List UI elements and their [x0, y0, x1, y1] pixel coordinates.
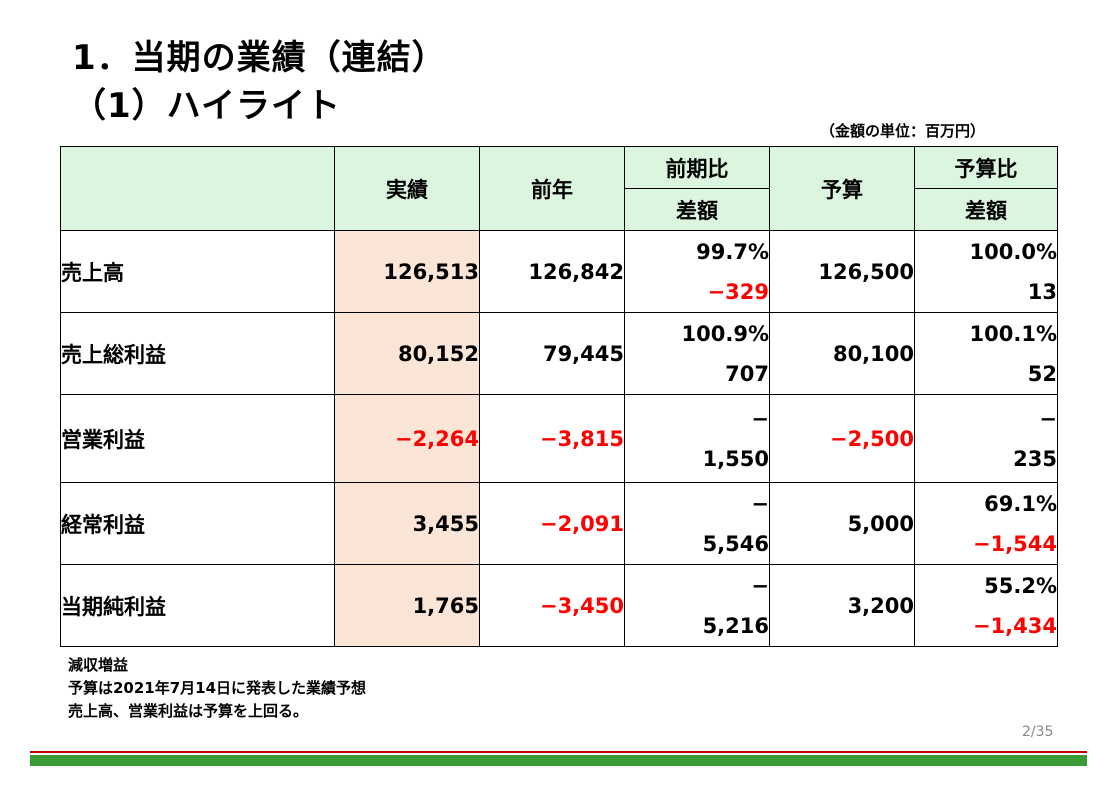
cell-yoy: 99.7% −329: [624, 230, 770, 313]
cell-budget: 5,000: [769, 482, 915, 565]
note-line: 減収増益: [68, 656, 129, 674]
header-actual: 実績: [334, 146, 480, 231]
cell-yoy-pct: −: [751, 573, 769, 598]
header-vs-budget: 予算比: [914, 146, 1058, 189]
cell-yoy: − 5,216: [624, 564, 770, 647]
row-label: 当期純利益: [60, 564, 335, 647]
header-yoy: 前期比: [624, 146, 770, 189]
cell-yoy: 100.9% 707: [624, 312, 770, 395]
header-prior: 前年: [479, 146, 625, 231]
cell-actual: 1,765: [334, 564, 480, 647]
row-label: 売上総利益: [60, 312, 335, 395]
cell-yoy-diff: 707: [725, 361, 769, 386]
page-title: 1．当期の業績（連結）: [72, 38, 447, 78]
cell-yoy-pct: −: [751, 406, 769, 431]
cell-budget: 80,100: [769, 312, 915, 395]
cell-actual: 126,513: [334, 230, 480, 313]
note-line: 売上高、営業利益は予算を上回る。: [68, 702, 309, 720]
header-yoy-diff: 差額: [624, 188, 770, 231]
unit-note: （金額の単位：百万円）: [820, 122, 986, 140]
cell-actual: 80,152: [334, 312, 480, 395]
table-row: 営業利益 −2,264 −3,815−1,550 −2,500−235: [60, 394, 1058, 483]
cell-budget: 3,200: [769, 564, 915, 647]
cell-actual: −2,264: [334, 394, 480, 483]
table-row: 売上総利益 80,152 79,445 100.9% 707 80,100 100.1% 52: [60, 312, 1058, 395]
cell-budget: −2,500: [769, 394, 915, 483]
cell-yoy-pct: 100.9%: [681, 321, 769, 346]
cell-vs-budget-pct: 69.1%: [984, 491, 1057, 516]
cell-yoy-pct: 99.7%: [696, 239, 769, 264]
cell-prior: 126,842: [479, 230, 625, 313]
cell-yoy-pct: −: [751, 491, 769, 516]
cell-vs-budget-diff: −1,544: [972, 531, 1057, 556]
header-vs-budget-diff: 差額: [914, 188, 1058, 231]
cell-vs-budget: 100.1% 52: [914, 312, 1058, 395]
cell-prior: −3,815: [479, 394, 625, 483]
page-number: 2/35: [1022, 724, 1054, 740]
notes: 減収増益 予算は2021年7月14日に発表した業績予想 売上高、営業利益は予算を…: [68, 654, 366, 723]
cell-yoy-diff: 5,546: [702, 531, 769, 556]
cell-actual: 3,455: [334, 482, 480, 565]
cell-vs-budget-diff: 235: [1013, 446, 1057, 471]
cell-yoy-diff: 1,550: [702, 446, 769, 471]
cell-vs-budget: 100.0% 13: [914, 230, 1058, 313]
header-blank: [60, 146, 335, 231]
header-budget: 予算: [769, 146, 915, 231]
cell-vs-budget: 55.2% −1,434: [914, 564, 1058, 647]
cell-yoy: − 5,546: [624, 482, 770, 565]
cell-vs-budget-pct: 100.1%: [969, 321, 1057, 346]
table-row: 経常利益 3,455 −2,091 − 5,546 5,000 69.1% −1,544: [60, 482, 1058, 565]
cell-budget: 126,500: [769, 230, 915, 313]
cell-yoy-diff: −329: [707, 279, 769, 304]
table-row: 当期純利益 1,765 −3,450 − 5,216 3,200 55.2% −1,434: [60, 564, 1058, 647]
row-label: 営業利益: [60, 394, 335, 483]
cell-vs-budget-pct: −: [1039, 406, 1057, 431]
cell-vs-budget: 69.1% −1,544: [914, 482, 1058, 565]
cell-yoy-diff: 5,216: [702, 613, 769, 638]
cell-prior: −3,450: [479, 564, 625, 647]
cell-vs-budget-diff: 52: [1027, 361, 1057, 386]
note-line: 予算は2021年7月14日に発表した業績予想: [68, 679, 367, 697]
cell-vs-budget-pct: 55.2%: [984, 573, 1057, 598]
row-label: 売上高: [60, 230, 335, 313]
table-row: 売上高 126,513 126,842 99.7% −329 126,500 100.0% 1…: [60, 230, 1058, 313]
table-body: 売上高 126,513 126,842 99.7% −329 126,500 100.0% 1…: [60, 230, 1058, 647]
cell-vs-budget-diff: 13: [1027, 279, 1057, 304]
cell-prior: 79,445: [479, 312, 625, 395]
cell-yoy: − 1,550: [624, 394, 770, 483]
cell-vs-budget: − 235: [914, 394, 1058, 483]
footer-red-line: [30, 751, 1087, 753]
cell-prior: −2,091: [479, 482, 625, 565]
cell-vs-budget-pct: 100.0%: [969, 239, 1057, 264]
section-title: （1）ハイライト: [72, 86, 341, 126]
cell-vs-budget-diff: −1,434: [972, 613, 1057, 638]
highlights-table: 実績 前年 前期比 予算 予算比 差額 差額 売上高 126,513 126,842…: [60, 146, 1058, 647]
footer-green-bar: [30, 755, 1087, 766]
row-label: 経常利益: [60, 482, 335, 565]
